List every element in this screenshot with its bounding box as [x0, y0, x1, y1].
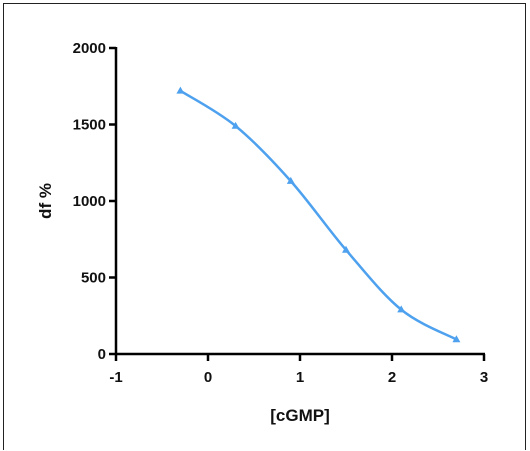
- y-tick-label: 1000: [73, 193, 106, 210]
- x-tick-label: 1: [296, 369, 304, 386]
- data-point-marker: [452, 335, 461, 343]
- y-axis-title: df %: [36, 183, 55, 219]
- y-tick-label: 2000: [73, 40, 106, 57]
- chart-frame: [3, 3, 526, 450]
- data-point-marker: [286, 176, 295, 184]
- data-point-marker: [397, 305, 406, 313]
- data-point-marker: [231, 121, 240, 129]
- x-tick-label: 3: [480, 369, 488, 386]
- plot-area: [176, 86, 461, 343]
- x-axis-title: [cGMP]: [270, 406, 330, 425]
- y-tick-label: 1500: [73, 117, 106, 134]
- y-tick-label: 500: [81, 270, 106, 287]
- x-tick-label: -1: [109, 369, 122, 386]
- x-tick-label: 2: [388, 369, 396, 386]
- data-point-marker: [176, 86, 185, 94]
- x-tick-label: 0: [204, 369, 212, 386]
- y-tick-label: 0: [98, 346, 106, 363]
- series-line: [179, 89, 458, 341]
- data-point-marker: [342, 245, 350, 253]
